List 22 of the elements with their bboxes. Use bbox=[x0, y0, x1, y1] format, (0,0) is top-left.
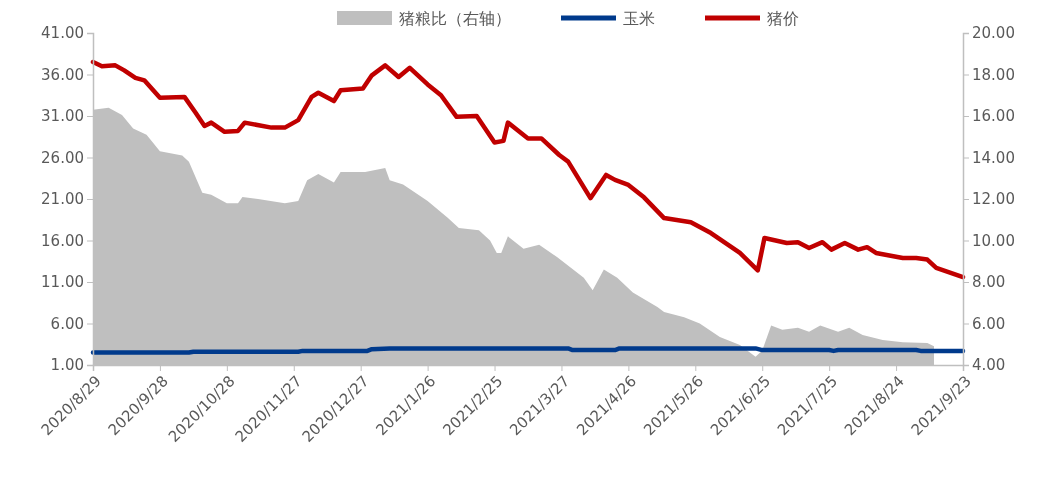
legend-label: 猪价 bbox=[767, 9, 799, 28]
y2-tick-label: 4.00 bbox=[972, 356, 1006, 375]
y2-tick-label: 10.00 bbox=[972, 231, 1015, 250]
y-tick-label: 6.00 bbox=[50, 314, 84, 333]
y2-tick-label: 8.00 bbox=[972, 273, 1006, 292]
y-tick-label: 41.00 bbox=[41, 24, 84, 43]
y-tick-label: 36.00 bbox=[41, 65, 84, 84]
line-series bbox=[90, 59, 966, 280]
y-tick-label: 16.00 bbox=[41, 231, 84, 250]
y2-tick-label: 14.00 bbox=[972, 148, 1015, 167]
y2-tick-label: 20.00 bbox=[972, 24, 1015, 43]
legend-label: 玉米 bbox=[623, 9, 655, 28]
legend-label: 猪粮比（右轴） bbox=[399, 9, 511, 28]
y-tick-label: 21.00 bbox=[41, 190, 84, 209]
y2-tick-label: 16.00 bbox=[972, 107, 1015, 126]
y-tick-label: 11.00 bbox=[41, 273, 84, 292]
y-tick-label: 31.00 bbox=[41, 107, 84, 126]
y2-tick-label: 12.00 bbox=[972, 190, 1015, 209]
y2-tick-label: 6.00 bbox=[972, 314, 1006, 333]
y2-tick-label: 18.00 bbox=[972, 65, 1015, 84]
y-tick-label: 1.00 bbox=[50, 356, 84, 375]
y-tick-label: 26.00 bbox=[41, 148, 84, 167]
